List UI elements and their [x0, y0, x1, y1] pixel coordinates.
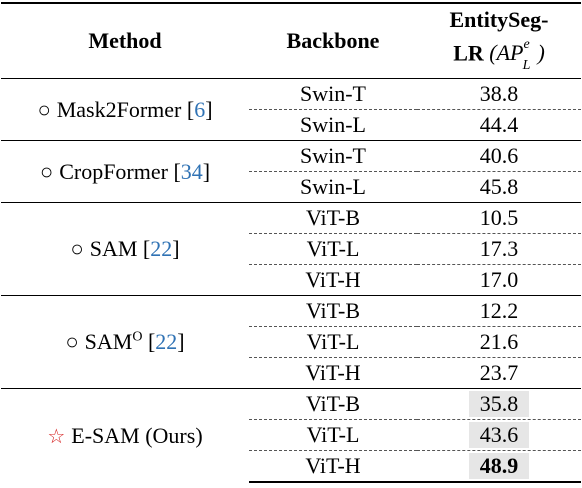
citation-link[interactable]: 34: [180, 158, 203, 184]
header-metric: (APeL): [489, 37, 545, 73]
table-row: ViT-H 48.9: [1, 450, 581, 483]
header-score-line2: LR: [453, 40, 484, 66]
table-body: ○ Mask2Former [6] Swin-T 38.8 Swin-L 44.4 ○ Cro…: [1, 78, 581, 483]
metric-base: (AP: [489, 40, 524, 66]
score-value: 17.3: [479, 236, 519, 261]
circle-icon: ○: [65, 329, 79, 354]
method-superscript: O: [132, 329, 143, 345]
score-value: 44.4: [479, 112, 519, 137]
circle-icon: ○: [70, 236, 84, 261]
method-cell: ○ CropFormer [34]: [1, 140, 249, 203]
header-backbone: Backbone: [249, 2, 417, 79]
score-value: 40.6: [479, 143, 519, 168]
backbone-cell: ViT-H: [249, 450, 417, 483]
score-value: 43.6: [469, 422, 529, 448]
score-value: 21.6: [479, 329, 519, 354]
backbone-cell: Swin-L: [249, 109, 417, 141]
backbone-cell: Swin-T: [249, 78, 417, 110]
backbone-cell: ViT-B: [249, 202, 417, 234]
table-row: ○ SAM [22] ViT-B 10.5: [1, 202, 581, 296]
table-row: ViT-L 21.6: [1, 326, 581, 358]
header-method: Method: [1, 2, 249, 79]
backbone-cell: ViT-L: [249, 326, 417, 358]
citation-link[interactable]: 22: [150, 236, 173, 261]
backbone-cell: ViT-L: [249, 233, 417, 265]
score-cell: 43.6: [417, 419, 581, 451]
backbone-cell: Swin-L: [249, 171, 417, 203]
metric-sup: e: [523, 37, 530, 53]
table-row: ViT-H 17.0: [1, 264, 581, 296]
backbone-cell: ViT-H: [249, 357, 417, 389]
method-name: E-SAM (Ours): [71, 422, 203, 448]
citation-link[interactable]: 22: [155, 329, 178, 354]
header-score: EntitySeg- LR (APeL): [417, 2, 581, 79]
method-name: SAM: [89, 236, 138, 261]
star-icon: ☆: [47, 425, 66, 448]
backbone-cell: ViT-B: [249, 388, 417, 420]
score-cell: 44.4: [417, 109, 581, 141]
score-value: 12.2: [479, 298, 519, 323]
score-cell: 12.2: [417, 295, 581, 327]
table-row: ViT-H 23.7: [1, 357, 581, 389]
method-name: Mask2Former: [56, 96, 182, 122]
score-value: 35.8: [469, 391, 529, 417]
score-cell: 48.9: [417, 450, 581, 483]
score-value: 10.5: [479, 205, 519, 230]
backbone-cell: ViT-L: [249, 419, 417, 451]
method-cell: ○ SAMO [22]: [1, 295, 249, 389]
backbone-cell: ViT-H: [249, 264, 417, 296]
score-value: 45.8: [479, 174, 519, 199]
metric-close: ): [537, 40, 545, 66]
score-cell: 21.6: [417, 326, 581, 358]
backbone-cell: ViT-B: [249, 295, 417, 327]
table-row: Swin-L 44.4: [1, 109, 581, 141]
header-score-line1: EntitySeg-: [449, 7, 549, 33]
method-cell: ☆ E-SAM (Ours): [1, 388, 249, 482]
score-cell: 38.8: [417, 78, 581, 110]
score-cell: 45.8: [417, 171, 581, 203]
score-cell: 40.6: [417, 140, 581, 172]
score-cell: 17.0: [417, 264, 581, 296]
metric-sub: L: [522, 57, 531, 73]
score-cell: 23.7: [417, 357, 581, 389]
table-row: ○ CropFormer [34] Swin-T 40.6: [1, 140, 581, 203]
header-row: Method Backbone EntitySeg- LR (APeL): [1, 2, 581, 79]
backbone-cell: Swin-T: [249, 140, 417, 172]
score-cell: 10.5: [417, 202, 581, 234]
table-row: ViT-L 43.6: [1, 419, 581, 451]
score-value: 48.9: [469, 453, 529, 479]
score-cell: 35.8: [417, 388, 581, 420]
table-row: ViT-L 17.3: [1, 233, 581, 265]
table-row: ○ Mask2Former [6] Swin-T 38.8: [1, 78, 581, 141]
circle-icon: ○: [39, 158, 54, 184]
score-value: 23.7: [479, 360, 519, 385]
score-value: 38.8: [479, 81, 519, 106]
table-row: Swin-L 45.8: [1, 171, 581, 203]
citation-link[interactable]: 6: [194, 96, 206, 122]
method-cell: ○ Mask2Former [6]: [1, 78, 249, 141]
method-name: CropFormer: [59, 158, 168, 184]
score-value: 17.0: [479, 267, 519, 292]
score-cell: 17.3: [417, 233, 581, 265]
method-cell: ○ SAM [22]: [1, 202, 249, 296]
table-row: ☆ E-SAM (Ours) ViT-B 35.8: [1, 388, 581, 482]
method-name: SAM: [84, 329, 133, 354]
circle-icon: ○: [37, 96, 51, 122]
table-row: ○ SAMO [22] ViT-B 12.2: [1, 295, 581, 389]
